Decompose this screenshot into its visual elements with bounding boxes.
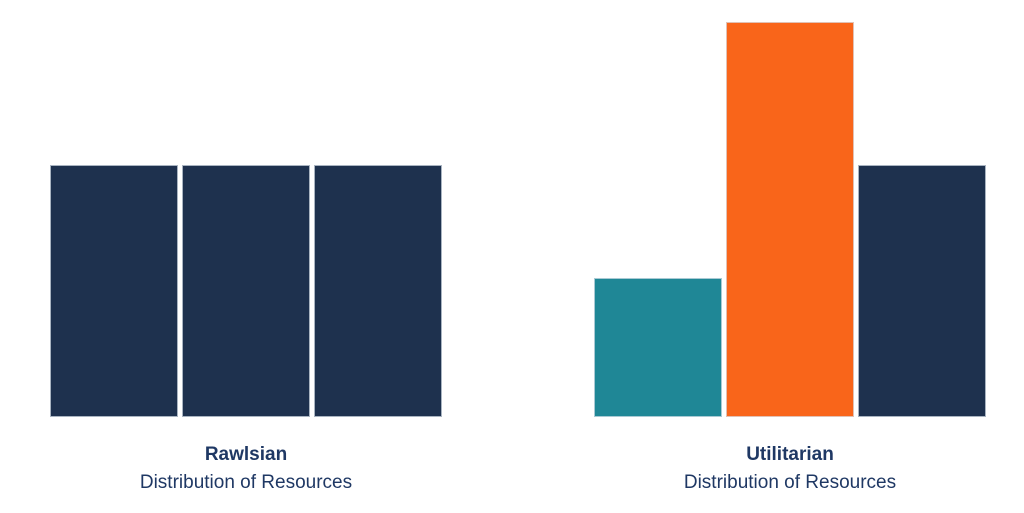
rawlsian-chart: Rawlsian Distribution of Resources xyxy=(50,0,442,497)
bar xyxy=(594,278,722,417)
chart-title: Rawlsian xyxy=(204,444,288,465)
bar xyxy=(314,165,442,417)
rawlsian-label-block: Rawlsian Distribution of Resources xyxy=(50,441,442,497)
bar xyxy=(182,165,310,417)
chart-subtitle: Distribution of Resources xyxy=(683,472,897,493)
rawlsian-bars-group xyxy=(50,0,442,417)
bar xyxy=(858,165,986,417)
utilitarian-chart: Utilitarian Distribution of Resources xyxy=(594,0,986,497)
chart-subtitle: Distribution of Resources xyxy=(139,472,353,493)
bar xyxy=(726,22,854,417)
utilitarian-label-block: Utilitarian Distribution of Resources xyxy=(594,441,986,497)
bar xyxy=(50,165,178,417)
utilitarian-bars-group xyxy=(594,0,986,417)
chart-title: Utilitarian xyxy=(746,444,834,465)
